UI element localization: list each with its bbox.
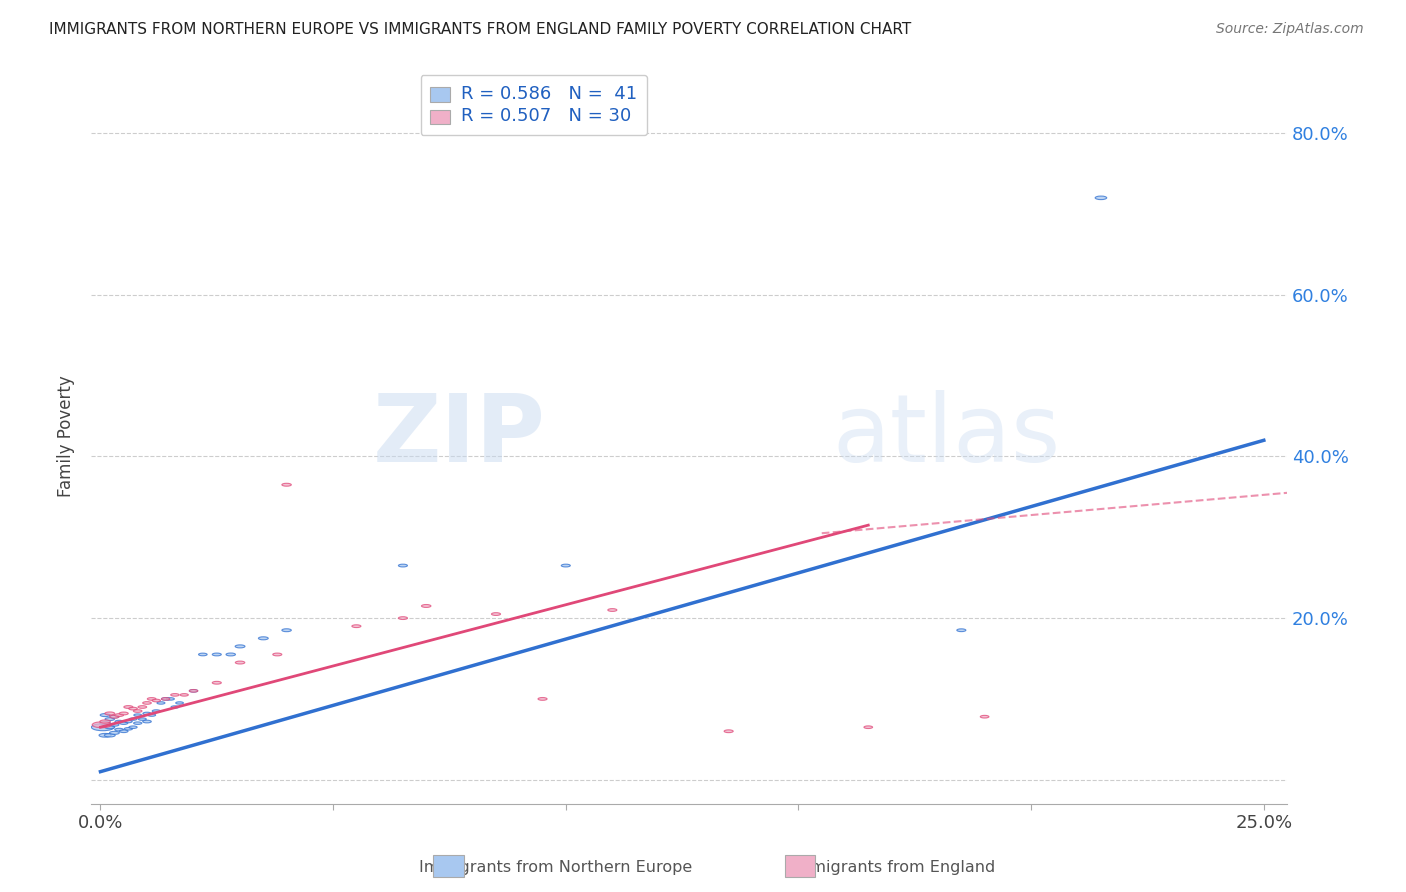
Ellipse shape (538, 698, 547, 700)
Ellipse shape (134, 714, 142, 716)
Ellipse shape (143, 712, 150, 714)
Ellipse shape (226, 653, 235, 656)
Ellipse shape (561, 564, 571, 567)
Ellipse shape (212, 653, 221, 656)
Ellipse shape (980, 715, 988, 718)
Ellipse shape (281, 483, 291, 486)
Ellipse shape (273, 653, 281, 656)
Ellipse shape (124, 728, 132, 730)
Ellipse shape (724, 730, 733, 732)
Ellipse shape (162, 698, 170, 700)
Ellipse shape (105, 712, 115, 715)
Text: Source: ZipAtlas.com: Source: ZipAtlas.com (1216, 22, 1364, 37)
Ellipse shape (398, 564, 408, 567)
Ellipse shape (172, 706, 179, 708)
Ellipse shape (105, 726, 115, 729)
Ellipse shape (162, 698, 170, 700)
Ellipse shape (157, 702, 165, 704)
Ellipse shape (115, 721, 124, 723)
Ellipse shape (98, 733, 111, 737)
Ellipse shape (180, 694, 188, 696)
Legend: R = 0.586   N =  41, R = 0.507   N = 30: R = 0.586 N = 41, R = 0.507 N = 30 (420, 76, 647, 135)
Ellipse shape (235, 645, 245, 648)
Ellipse shape (134, 710, 142, 713)
Ellipse shape (190, 690, 198, 692)
Ellipse shape (170, 694, 179, 696)
Ellipse shape (176, 702, 183, 704)
Ellipse shape (129, 718, 136, 721)
Ellipse shape (142, 702, 152, 705)
Ellipse shape (152, 699, 160, 702)
Ellipse shape (134, 722, 142, 724)
Ellipse shape (100, 722, 111, 725)
Ellipse shape (120, 722, 128, 724)
Ellipse shape (115, 728, 124, 731)
Ellipse shape (190, 690, 198, 692)
Ellipse shape (110, 715, 120, 718)
Ellipse shape (148, 698, 156, 700)
Ellipse shape (120, 712, 128, 714)
Ellipse shape (212, 681, 221, 684)
Ellipse shape (100, 720, 111, 723)
Ellipse shape (104, 733, 115, 737)
Ellipse shape (398, 616, 408, 619)
Ellipse shape (142, 720, 152, 723)
Ellipse shape (352, 624, 361, 628)
Ellipse shape (198, 653, 207, 656)
Ellipse shape (281, 629, 291, 632)
Ellipse shape (235, 661, 245, 664)
Ellipse shape (863, 726, 873, 729)
Ellipse shape (110, 723, 120, 726)
Text: Immigrants from Northern Europe: Immigrants from Northern Europe (419, 860, 692, 874)
Ellipse shape (259, 637, 269, 640)
Y-axis label: Family Poverty: Family Poverty (58, 376, 75, 497)
Ellipse shape (138, 718, 146, 721)
Ellipse shape (166, 698, 174, 700)
Ellipse shape (93, 722, 111, 728)
Ellipse shape (110, 731, 120, 734)
Text: atlas: atlas (832, 391, 1062, 483)
Ellipse shape (148, 714, 156, 716)
Ellipse shape (91, 723, 114, 731)
Ellipse shape (100, 714, 110, 716)
Text: Immigrants from England: Immigrants from England (790, 860, 995, 874)
Ellipse shape (1095, 196, 1107, 200)
Ellipse shape (129, 707, 138, 710)
Ellipse shape (422, 605, 430, 607)
Text: ZIP: ZIP (373, 391, 546, 483)
Ellipse shape (110, 715, 118, 718)
Ellipse shape (124, 706, 134, 708)
Ellipse shape (152, 710, 160, 713)
Ellipse shape (114, 714, 124, 716)
Ellipse shape (138, 706, 146, 708)
Text: IMMIGRANTS FROM NORTHERN EUROPE VS IMMIGRANTS FROM ENGLAND FAMILY POVERTY CORREL: IMMIGRANTS FROM NORTHERN EUROPE VS IMMIG… (49, 22, 911, 37)
Ellipse shape (957, 629, 966, 632)
Ellipse shape (492, 613, 501, 615)
Ellipse shape (125, 721, 132, 723)
Ellipse shape (129, 726, 138, 729)
Ellipse shape (607, 608, 617, 611)
Ellipse shape (120, 730, 128, 732)
Ellipse shape (105, 718, 114, 721)
